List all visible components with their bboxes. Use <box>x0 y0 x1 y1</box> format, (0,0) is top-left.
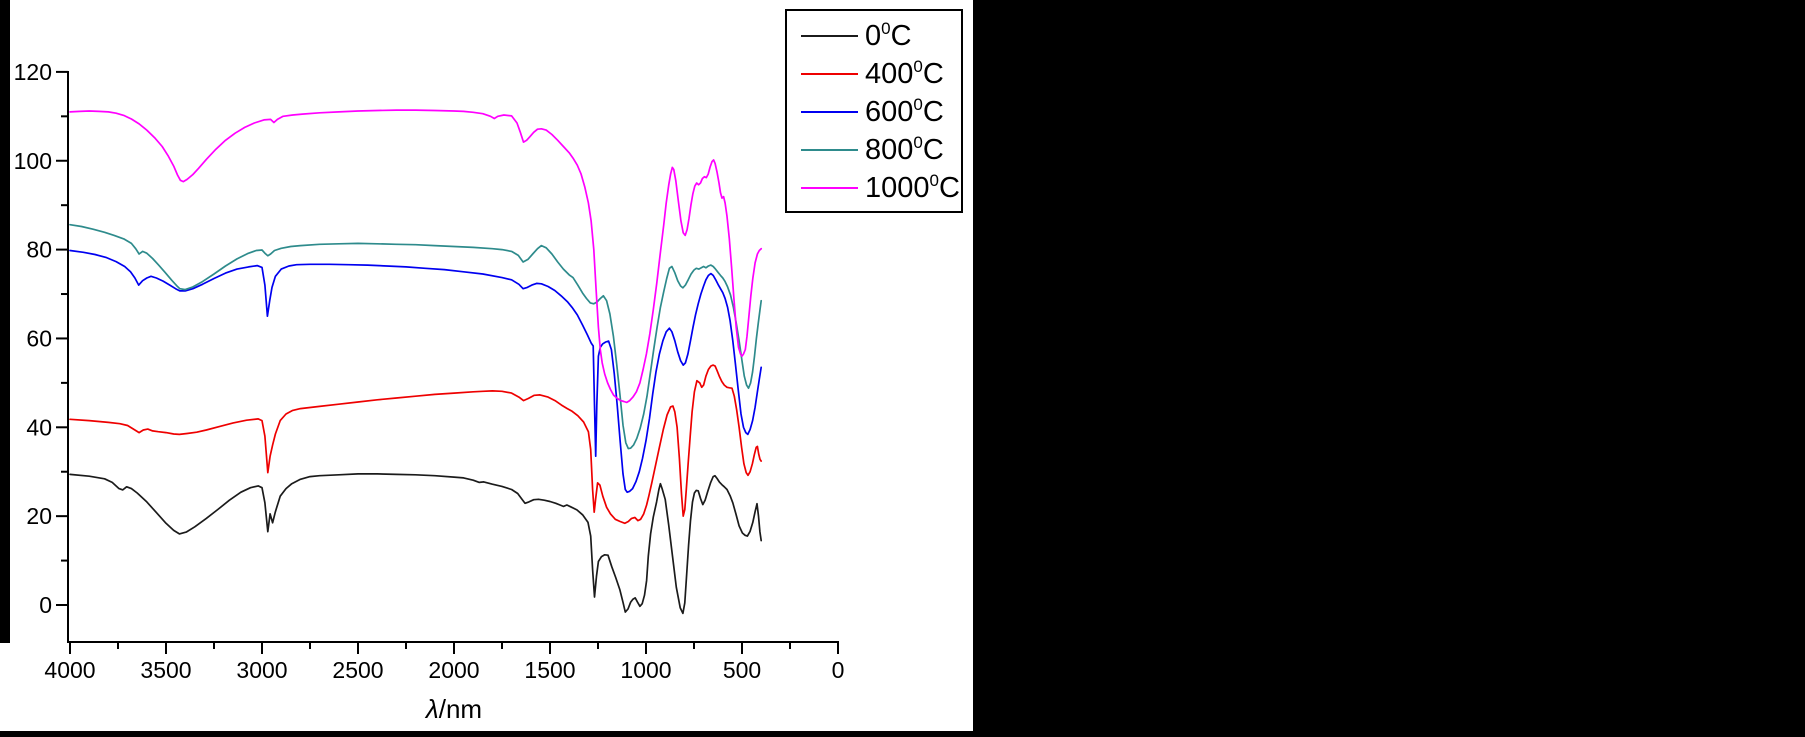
legend: 00C 4000C 6000C 8000C 10000C <box>785 9 963 213</box>
series-line-600c <box>69 249 763 494</box>
plot-background-corner <box>0 643 10 731</box>
y-tick-label: 40 <box>26 414 52 440</box>
y-tick-label: 20 <box>26 503 52 529</box>
y-tick-label: 80 <box>26 237 52 263</box>
x-tick-label: 2500 <box>332 657 383 683</box>
y-tick-label: 60 <box>26 325 52 351</box>
legend-item-400c: 4000C <box>801 55 961 93</box>
x-tick-label: 3000 <box>236 657 287 683</box>
x-tick-label: 1000 <box>620 657 671 683</box>
legend-item-800c: 8000C <box>801 131 961 169</box>
legend-line-sample <box>801 73 858 75</box>
legend-label: 00C <box>865 18 912 52</box>
legend-item-600c: 6000C <box>801 93 961 131</box>
legend-item-1000c: 10000C <box>801 169 961 207</box>
x-tick-label: 3500 <box>140 657 191 683</box>
y-tick-label: 0 <box>39 592 52 618</box>
legend-label: 8000C <box>865 132 944 166</box>
legend-item-0c: 00C <box>801 17 961 55</box>
legend-line-sample <box>801 35 858 37</box>
series-line-0c <box>69 473 763 615</box>
legend-line-sample <box>801 149 858 151</box>
legend-label: 4000C <box>865 56 944 90</box>
series-line-1000c <box>69 109 763 404</box>
x-tick-label: 1500 <box>524 657 575 683</box>
x-tick-label: 0 <box>832 657 845 683</box>
series-line-800c <box>69 223 763 450</box>
y-tick-label: 120 <box>14 59 52 85</box>
x-tick-label: 2000 <box>428 657 479 683</box>
x-axis-title-lambda: λ <box>425 694 439 724</box>
legend-label: 6000C <box>865 94 944 128</box>
series-line-400c <box>69 364 763 525</box>
legend-label: 10000C <box>865 170 960 204</box>
x-tick-label: 4000 <box>44 657 95 683</box>
legend-line-sample <box>801 187 858 189</box>
legend-line-sample <box>801 111 858 113</box>
y-tick-label: 100 <box>14 148 52 174</box>
x-tick-label: 500 <box>723 657 761 683</box>
x-axis-title: λ/nm <box>354 694 554 725</box>
x-axis-title-unit: /nm <box>438 694 483 724</box>
